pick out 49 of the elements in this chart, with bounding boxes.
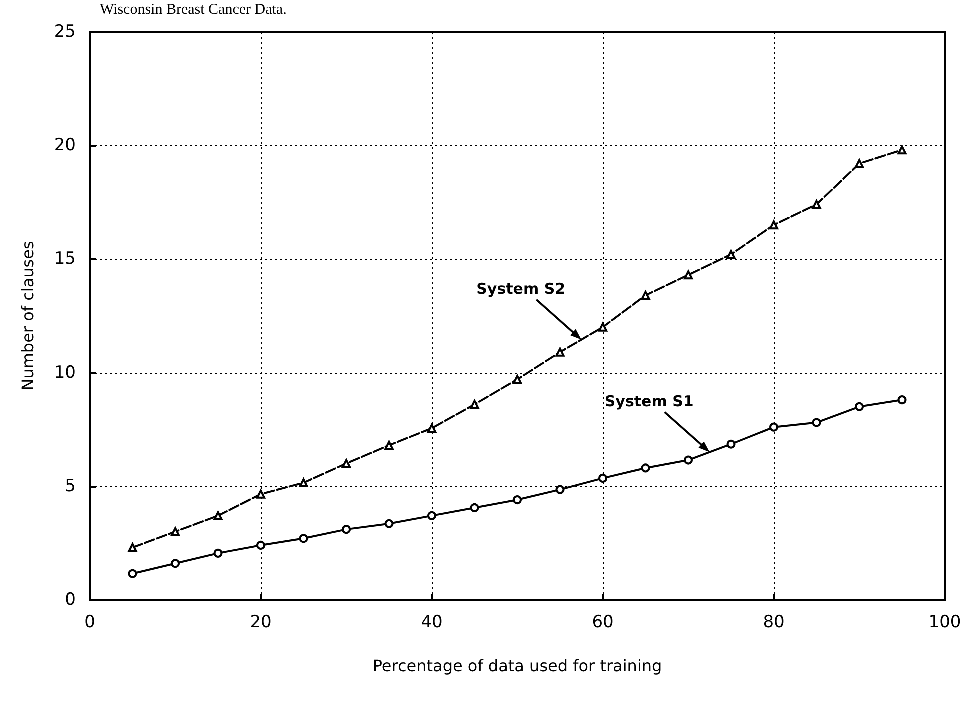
x-tick-label: 60 <box>592 612 614 632</box>
point <box>855 402 864 412</box>
point <box>128 543 138 552</box>
point <box>513 375 522 384</box>
chart-title: Wisconsin Breast Cancer Data. <box>100 2 287 19</box>
point <box>256 540 266 550</box>
point <box>171 527 180 536</box>
point <box>428 424 436 433</box>
point <box>598 474 608 483</box>
point <box>470 503 480 512</box>
point <box>770 220 778 230</box>
x-tick-label: 100 <box>928 612 962 632</box>
point <box>726 440 736 449</box>
x-tick-label: 20 <box>250 612 272 632</box>
point <box>513 496 522 505</box>
point <box>128 569 138 578</box>
point <box>898 396 907 405</box>
point <box>256 490 266 499</box>
y-tick-label: 20 <box>54 136 76 156</box>
y-axis-title: Number of clauses <box>18 241 38 391</box>
y-tick-label: 15 <box>54 249 76 270</box>
x-tick-label: 40 <box>421 612 443 632</box>
point <box>641 464 650 473</box>
point <box>598 322 608 332</box>
point <box>556 348 565 357</box>
text: System S2 <box>476 280 566 298</box>
y-tick-label: 10 <box>54 362 76 383</box>
point <box>684 270 693 280</box>
point <box>299 534 308 544</box>
x-tick-label: 0 <box>84 612 96 632</box>
point <box>214 511 223 520</box>
point <box>299 478 308 488</box>
y-tick-label: 25 <box>54 22 76 42</box>
point <box>342 459 351 468</box>
point <box>214 548 223 558</box>
point <box>342 525 351 534</box>
point <box>428 511 436 520</box>
x-tick-label: 80 <box>763 612 785 632</box>
point <box>171 559 180 568</box>
point <box>855 159 864 168</box>
point <box>770 422 778 432</box>
text: System S1 <box>604 392 694 410</box>
point <box>556 485 565 494</box>
y-tick-label: 5 <box>65 476 76 496</box>
point <box>684 456 693 465</box>
point <box>812 418 822 428</box>
x-axis-title: Percentage of data used for training <box>372 656 662 676</box>
y-tick-label: 0 <box>65 590 76 610</box>
point <box>384 519 394 528</box>
